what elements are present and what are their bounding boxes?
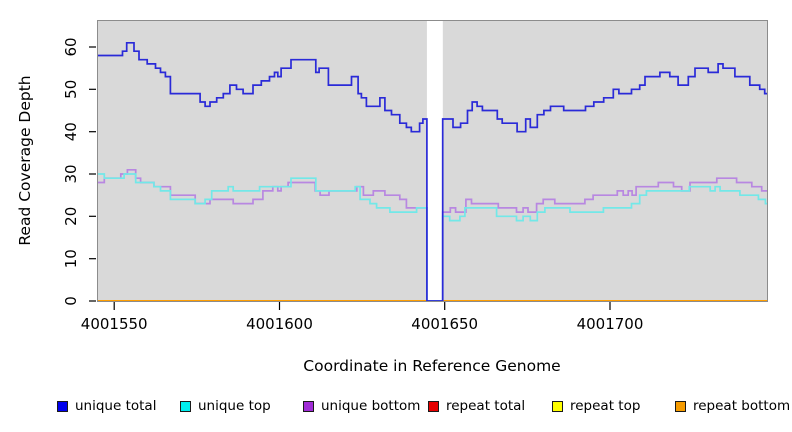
- legend-item-repeat-bottom: repeat bottom: [675, 398, 790, 414]
- x-axis-tick-label: 4001700: [577, 315, 644, 333]
- y-axis-tick-label: 10: [62, 249, 80, 268]
- coverage-chart: 4001550 4001600 4001650 4001700 0 10 20 30 40 50 6…: [16, 20, 768, 375]
- legend-label: unique top: [198, 398, 271, 414]
- y-axis-tick-label: 60: [62, 37, 80, 56]
- legend-item-unique-bottom: unique bottom: [303, 398, 420, 414]
- y-axis-tick-label: 40: [62, 122, 80, 141]
- unique-top-swatch-icon: [180, 400, 191, 412]
- unique-bottom-swatch-icon: [303, 400, 314, 412]
- y-axis-tick-label: 0: [62, 296, 80, 306]
- legend-label: repeat top: [570, 398, 641, 414]
- legend-item-unique-top: unique top: [180, 398, 271, 414]
- y-axis-tick-label: 20: [62, 207, 80, 226]
- x-axis-title: Coordinate in Reference Genome: [303, 357, 560, 375]
- repeat-total-swatch-icon: [428, 400, 439, 412]
- chart-legend: unique total unique top unique bottom re…: [0, 398, 792, 418]
- legend-label: unique bottom: [321, 398, 421, 414]
- x-axis-tick-label: 4001550: [81, 315, 148, 333]
- x-axis-tick-label: 4001600: [246, 315, 313, 333]
- y-axis-tick-label: 50: [62, 80, 80, 99]
- legend-label: repeat bottom: [693, 398, 791, 414]
- repeat-top-swatch-icon: [552, 400, 563, 412]
- plot-border: [97, 20, 768, 302]
- legend-item-repeat-total: repeat total: [428, 398, 525, 414]
- legend-label: repeat total: [446, 398, 526, 414]
- y-axis-title: Read Coverage Depth: [16, 75, 34, 245]
- legend-item-unique-total: unique total: [57, 398, 156, 414]
- repeat-bottom-swatch-icon: [675, 400, 686, 412]
- y-axis-tick-label: 30: [62, 164, 80, 183]
- masked-region-band: [426, 20, 443, 302]
- x-axis-tick-label: 4001650: [411, 315, 478, 333]
- legend-item-repeat-top: repeat top: [552, 398, 640, 414]
- unique-total-swatch-icon: [57, 400, 68, 412]
- series-line-unique-total: [97, 41, 768, 302]
- legend-label: unique total: [75, 398, 157, 414]
